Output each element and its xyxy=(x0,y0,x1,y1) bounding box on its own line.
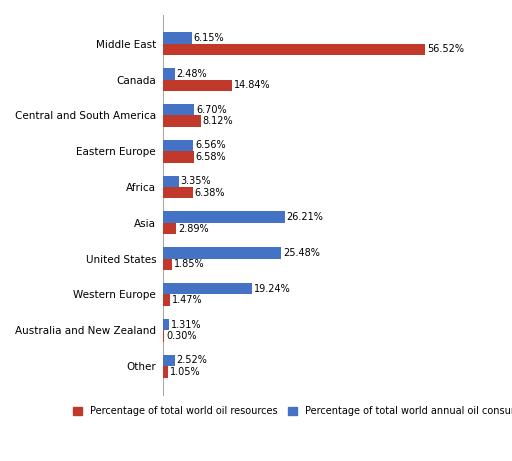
Text: 1.05%: 1.05% xyxy=(170,367,200,377)
Bar xyxy=(163,283,252,295)
Bar xyxy=(163,32,191,44)
Text: 1.31%: 1.31% xyxy=(171,319,202,330)
Text: 6.38%: 6.38% xyxy=(195,188,225,198)
Text: 1.85%: 1.85% xyxy=(174,260,204,269)
Bar xyxy=(163,295,170,306)
Text: 6.15%: 6.15% xyxy=(194,33,224,43)
Bar xyxy=(163,115,201,127)
Text: 14.84%: 14.84% xyxy=(233,80,270,90)
Bar xyxy=(163,140,194,151)
Text: 19.24%: 19.24% xyxy=(254,284,291,294)
Text: 2.48%: 2.48% xyxy=(177,69,207,79)
Bar xyxy=(163,68,175,80)
Bar xyxy=(163,330,164,342)
Text: 2.89%: 2.89% xyxy=(178,224,209,234)
Bar xyxy=(163,176,179,187)
Bar xyxy=(163,44,425,55)
Bar xyxy=(163,366,168,378)
Text: 6.58%: 6.58% xyxy=(196,152,226,162)
Text: 56.52%: 56.52% xyxy=(427,44,464,54)
Text: 2.52%: 2.52% xyxy=(177,355,207,366)
Bar xyxy=(163,104,194,115)
Bar xyxy=(163,187,193,198)
Text: 3.35%: 3.35% xyxy=(180,176,211,186)
Bar xyxy=(163,259,172,270)
Bar xyxy=(163,80,232,91)
Text: 25.48%: 25.48% xyxy=(283,248,320,258)
Text: 0.30%: 0.30% xyxy=(166,331,197,341)
Text: 8.12%: 8.12% xyxy=(203,116,233,126)
Legend: Percentage of total world oil resources, Percentage of total world annual oil co: Percentage of total world oil resources,… xyxy=(69,402,512,420)
Text: 6.56%: 6.56% xyxy=(196,141,226,150)
Bar xyxy=(163,211,285,223)
Text: 1.47%: 1.47% xyxy=(172,295,202,305)
Bar xyxy=(163,247,281,259)
Text: 6.70%: 6.70% xyxy=(196,105,227,115)
Bar xyxy=(163,319,169,330)
Bar xyxy=(163,355,175,366)
Bar xyxy=(163,151,194,163)
Text: 26.21%: 26.21% xyxy=(286,212,323,222)
Bar xyxy=(163,223,177,234)
